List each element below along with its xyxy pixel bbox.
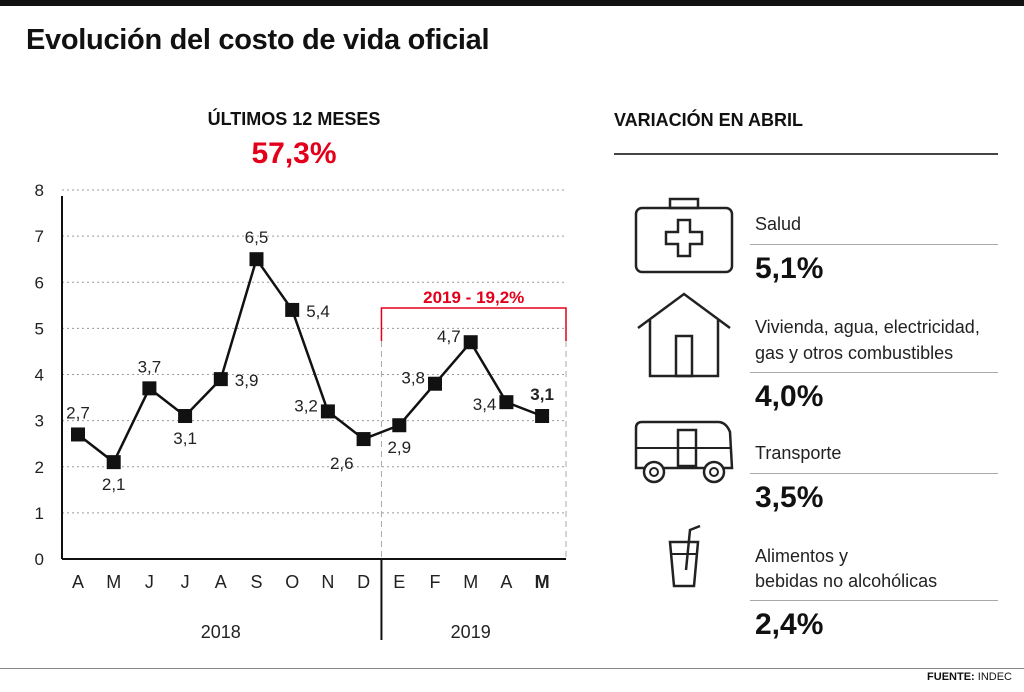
bottom-rule	[0, 668, 1024, 669]
page-title: Evolución del costo de vida oficial	[26, 24, 490, 56]
category-name-line: Salud	[755, 214, 802, 234]
highlight-bracket: 2019 - 19,2%	[380, 288, 567, 559]
x-tick-label: S	[250, 572, 262, 592]
category-name-line: gas y otros combustibles	[755, 343, 954, 363]
year-label: 2018	[201, 622, 241, 642]
y-tick-label: 4	[35, 366, 44, 385]
y-tick-label: 7	[35, 227, 44, 246]
bus-icon	[634, 420, 734, 484]
y-tick-label: 2	[35, 458, 44, 477]
y-tick-labels: 0 1 2 3 4 5 6 7 8	[35, 181, 44, 569]
source-note: FUENTE: INDEC	[927, 671, 1012, 683]
source-text: INDEC	[977, 671, 1012, 683]
drink-icon	[668, 524, 701, 588]
right-panel-title: VARIACIÓN EN ABRIL	[614, 110, 803, 130]
data-label: 2,7	[66, 403, 90, 422]
x-tick-label: A	[72, 572, 84, 592]
data-label: 3,7	[138, 357, 162, 376]
x-tick-label: M	[106, 572, 121, 592]
data-label: 3,1	[173, 429, 197, 448]
data-label: 2,9	[387, 438, 411, 457]
y-tick-label: 6	[35, 273, 44, 292]
x-tick-label: F	[430, 572, 441, 592]
data-label: 4,7	[437, 327, 461, 346]
category-value: 4,0%	[755, 380, 824, 413]
y-tick-label: 5	[35, 319, 44, 338]
house-icon	[637, 292, 731, 378]
category-name-line: Transporte	[755, 443, 842, 463]
data-point-marker	[463, 335, 478, 350]
data-label: 3,1	[530, 385, 554, 404]
data-point-marker	[249, 252, 264, 267]
category-rule	[750, 600, 998, 601]
x-tick-label: N	[321, 572, 334, 592]
category-rule	[750, 244, 998, 245]
line-chart: 2019 - 19,2% 2,7 2,1 3,7 3,1 3,9 6,5 5,4 3,2 2,6…	[35, 181, 567, 642]
y-tick-label: 1	[35, 504, 44, 523]
data-point-marker	[106, 455, 121, 470]
data-label: 3,9	[235, 371, 259, 390]
x-tick-label: J	[181, 572, 190, 592]
data-label: 3,8	[401, 369, 425, 388]
category-name-line: Alimentos y	[755, 546, 849, 566]
data-point-marker	[535, 409, 550, 424]
top-rule	[0, 0, 1024, 6]
y-tick-label: 8	[35, 181, 44, 200]
category-value: 3,5%	[755, 481, 824, 514]
x-tick-label: E	[393, 572, 405, 592]
y-tick-label: 0	[35, 550, 44, 569]
x-tick-label: M	[463, 572, 478, 592]
year-label: 2019	[451, 622, 491, 642]
highlight-bracket-line	[380, 307, 567, 341]
x-tick-label: J	[145, 572, 154, 592]
headline-value: 57,3%	[251, 137, 337, 170]
data-point-marker	[356, 432, 371, 447]
data-point-marker	[71, 427, 85, 442]
x-tick-label: A	[215, 572, 227, 592]
x-tick-label: D	[357, 572, 370, 592]
data-point-marker	[178, 409, 193, 424]
data-label: 6,5	[245, 228, 269, 247]
category-name-line: Vivienda, agua, electricidad,	[755, 317, 980, 337]
right-panel-rule	[614, 153, 998, 155]
year-labels: 2018 2019	[201, 559, 491, 642]
category-rule	[750, 372, 998, 373]
x-tick-label: A	[500, 572, 512, 592]
category-value: 2,4%	[755, 608, 824, 641]
data-point-marker	[428, 376, 442, 391]
medical-kit-icon	[634, 197, 734, 274]
x-tick-label: M	[535, 572, 550, 592]
data-label: 2,6	[330, 454, 354, 473]
axes	[61, 196, 566, 560]
data-label: 3,2	[294, 396, 318, 415]
category-rule	[750, 473, 998, 474]
data-point-marker	[213, 372, 228, 387]
data-points	[71, 252, 550, 470]
highlight-label: 2019 - 19,2%	[423, 288, 524, 307]
data-label: 2,1	[102, 475, 126, 494]
value-labels: 2,7 2,1 3,7 3,1 3,9 6,5 5,4 3,2 2,6 2,9 3,8 4,7 3,4 3…	[66, 228, 554, 494]
chart-subtitle: ÚLTIMOS 12 MESES	[207, 109, 381, 129]
data-point-marker	[320, 404, 335, 419]
source-label: FUENTE:	[927, 671, 975, 683]
grid	[62, 189, 566, 514]
category-value: 5,1%	[755, 252, 824, 285]
data-point-marker	[142, 381, 157, 396]
category-name-line: bebidas no alcohólicas	[755, 571, 938, 591]
data-label: 3,4	[473, 395, 497, 414]
data-label: 5,4	[306, 302, 330, 321]
x-tick-label: O	[285, 572, 299, 592]
y-tick-label: 3	[35, 412, 44, 431]
data-point-marker	[499, 395, 514, 410]
data-point-marker	[392, 418, 407, 433]
data-point-marker	[285, 302, 300, 317]
